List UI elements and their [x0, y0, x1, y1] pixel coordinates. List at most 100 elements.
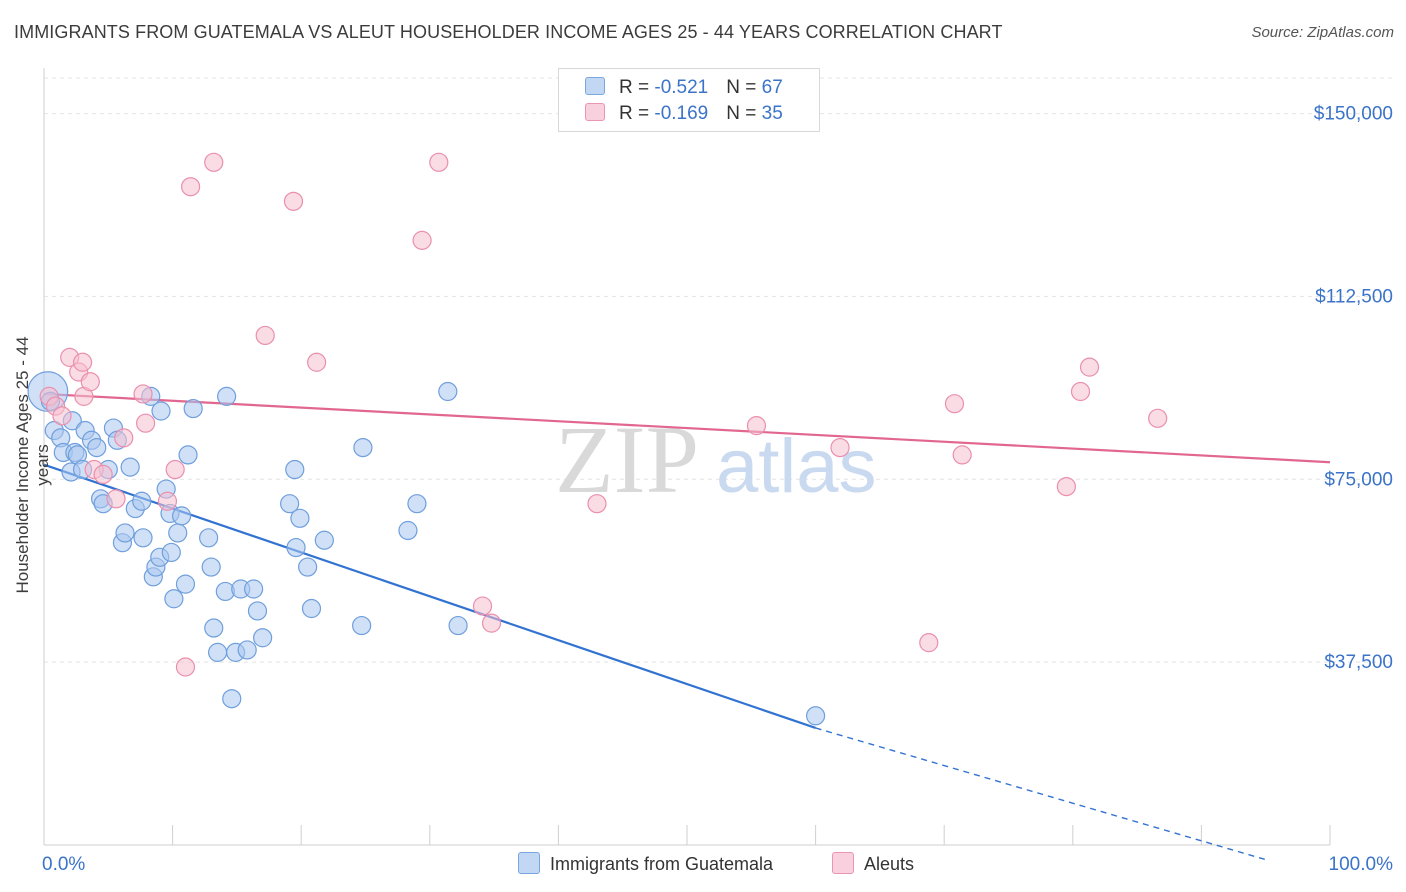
guatemala-point	[280, 494, 300, 514]
guatemala-point	[298, 557, 318, 577]
legend-r-value: -0.169	[654, 103, 709, 124]
guatemala-point	[178, 445, 198, 465]
aleut-point	[72, 352, 93, 372]
aleut-point	[412, 230, 432, 250]
guatemala-point	[132, 491, 152, 511]
guatemala-point	[161, 542, 181, 563]
legend-n-label: N =	[726, 103, 762, 124]
bottom-legend-label: Immigrants from Guatemala	[550, 854, 774, 874]
legend-n-value: 35	[761, 103, 783, 124]
guatemala-point	[120, 457, 140, 477]
chart-title: IMMIGRANTS FROM GUATEMALA VS ALEUT HOUSE…	[14, 22, 1003, 42]
guatemala-point	[352, 615, 372, 636]
legend-row-guatemala: R = -0.521 N = 67	[585, 77, 783, 99]
guatemala-point	[407, 494, 427, 514]
aleut-point	[135, 413, 156, 433]
x-tick-label: 100.0%	[1329, 854, 1394, 875]
aleut-point	[181, 177, 201, 197]
aleut-point	[587, 494, 607, 514]
axes	[43, 68, 1331, 846]
legend-r-value: -0.521	[654, 77, 709, 98]
aleut-point	[952, 445, 972, 465]
aleut-point	[165, 459, 185, 480]
x-tick-label: 0.0%	[42, 854, 85, 875]
aleut-point	[481, 613, 502, 633]
aleut-point	[746, 416, 767, 436]
guatemala-point	[164, 589, 184, 609]
aleut-point	[114, 428, 134, 448]
aleut-point	[1148, 408, 1168, 428]
aleut-point	[175, 657, 196, 677]
aleut-point	[255, 325, 275, 346]
aleut-point	[93, 464, 113, 485]
guatemala-point	[133, 528, 153, 548]
guatemala-point	[247, 601, 268, 621]
bottom-legend-guatemala: Immigrants from Guatemala	[518, 852, 773, 875]
aleut-point	[1070, 381, 1091, 402]
legend-swatch-blue	[585, 77, 605, 95]
guatemala-point	[285, 459, 305, 480]
guatemala-point	[87, 437, 107, 458]
aleut-point	[429, 152, 449, 172]
aleut-point	[106, 489, 126, 509]
guatemala-point	[448, 615, 468, 636]
guatemala-point	[201, 557, 221, 577]
guatemala-point	[222, 689, 242, 709]
aleut-point	[1079, 357, 1100, 377]
guatemala-point	[301, 598, 322, 619]
aleut-point	[1056, 477, 1076, 497]
aleut-point	[52, 406, 72, 426]
guatemala-point	[168, 523, 188, 543]
guatemala-point	[244, 579, 264, 599]
bottom-legend-label: Aleuts	[864, 854, 915, 874]
legend-r-label: R =	[619, 77, 655, 98]
guatemala-point	[115, 523, 135, 543]
aleut-trend-line	[43, 392, 1331, 464]
legend-swatch-pink	[585, 103, 605, 121]
guatemala-point	[204, 618, 224, 638]
tick-labels: $37,500 $75,000 $112,500 $150,000 0.0% 100.0%	[42, 104, 1393, 875]
legend-r-label: R =	[619, 103, 655, 124]
guatemala-point	[805, 706, 826, 726]
aleut-point	[472, 596, 493, 616]
y-tick-label: $150,000	[1314, 104, 1393, 125]
legend-n-value: 67	[761, 77, 783, 98]
guatemala-point	[183, 398, 203, 419]
data-points	[27, 152, 1168, 726]
guatemala-point	[217, 386, 237, 406]
aleut-point	[80, 372, 100, 392]
aleut-point	[204, 152, 224, 172]
legend-row-aleuts: R = -0.169 N = 35	[585, 103, 783, 125]
aleut-point	[157, 491, 178, 511]
guatemala-point	[314, 530, 334, 550]
bottom-legend-aleuts: Aleuts	[832, 852, 914, 875]
guatemala-point	[208, 642, 228, 662]
aleut-point	[919, 633, 939, 653]
guatemala-point	[237, 640, 257, 660]
watermark-atlas: atlas	[716, 424, 877, 509]
y-tick-label: $112,500	[1315, 286, 1393, 307]
guatemala-point	[172, 506, 192, 526]
correlation-legend: R = -0.521 N = 67 R = -0.169 N = 35	[558, 68, 820, 132]
guatemala-point	[286, 537, 306, 558]
source-label: Source: ZipAtlas.com	[1251, 24, 1394, 41]
guatemala-point	[438, 381, 458, 402]
guatemala-point	[253, 628, 273, 648]
y-tick-label: $37,500	[1324, 652, 1393, 673]
bottom-legend-swatch-blue	[518, 852, 540, 874]
guatemala-point	[199, 528, 219, 548]
aleut-point	[830, 437, 850, 458]
guatemala-point	[175, 574, 196, 594]
aleut-point	[133, 384, 153, 404]
y-tick-label: $75,000	[1324, 469, 1393, 490]
aleut-point	[944, 394, 965, 414]
aleut-point	[283, 191, 304, 211]
guatemala-point	[398, 520, 418, 541]
guatemala-trend-extension	[815, 727, 1266, 861]
guatemala-point	[290, 508, 310, 528]
y-axis-label: Householder Income Ages 25 - 44 years	[13, 336, 52, 594]
guatemala-point	[151, 401, 171, 421]
legend-n-label: N =	[726, 77, 762, 98]
grid-lines	[44, 77, 1394, 663]
